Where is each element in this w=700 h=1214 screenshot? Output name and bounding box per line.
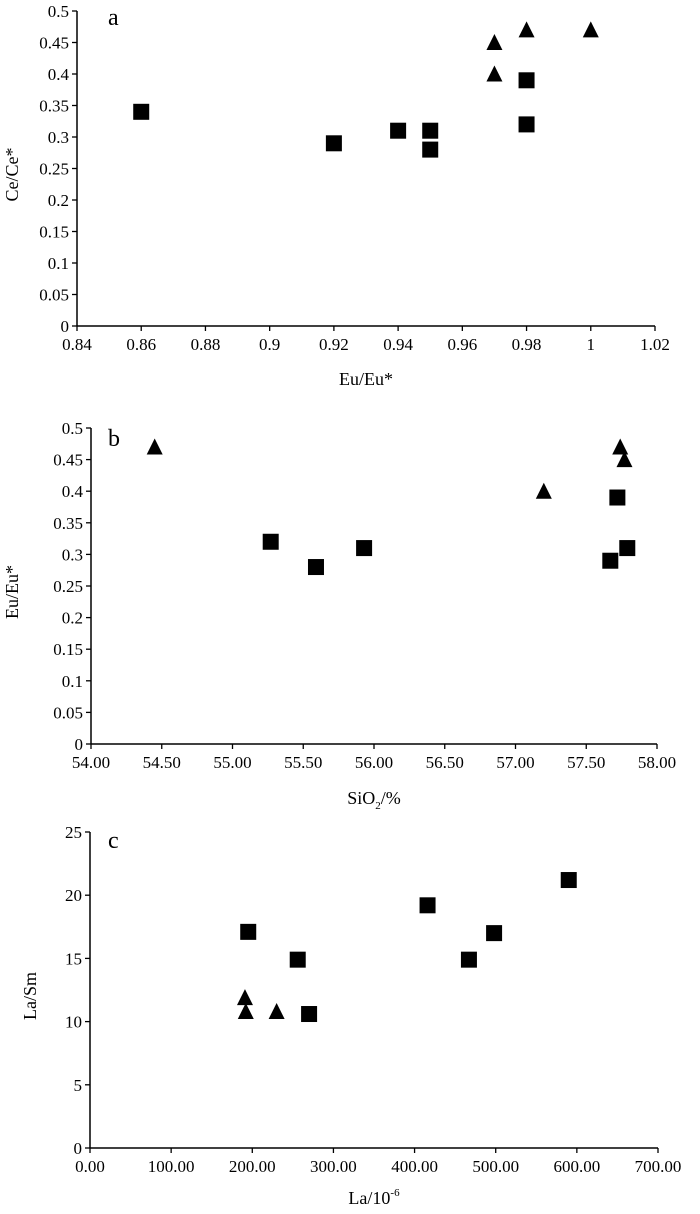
square-marker (307, 559, 324, 576)
square-marker (460, 951, 477, 968)
square-marker (289, 951, 306, 968)
panel-letter: c (108, 828, 119, 854)
y-tick-label: 0.1 (62, 672, 83, 691)
y-axis-label: Ce/Ce* (2, 148, 22, 202)
x-tick-label: 55.50 (284, 753, 322, 772)
y-tick-label: 0.3 (48, 128, 69, 147)
x-tick-label: 0.84 (62, 335, 92, 354)
x-tick-label: 0.96 (447, 335, 477, 354)
y-tick-label: 0.5 (62, 419, 83, 438)
x-tick-label: 57.50 (567, 753, 605, 772)
x-tick-label: 200.00 (229, 1157, 276, 1176)
panel-a: 0 0.05 0.1 0.15 0.2 0.25 0.3 0.35 0.4 0.45 0.5 0.84… (2, 2, 670, 389)
triangle-marker (268, 1002, 285, 1019)
y-tick-label: 0.25 (39, 160, 69, 179)
x-axis-label: SiO2/% (347, 788, 401, 812)
y-tick-label: 0.5 (48, 2, 69, 21)
x-tick-label: 1.02 (640, 335, 670, 354)
y-tick-label: 5 (74, 1076, 83, 1095)
x-tick-label: 500.00 (472, 1157, 519, 1176)
y-tick-label: 0.35 (53, 514, 83, 533)
triangle-marker (616, 451, 633, 468)
x-tick-label: 0.86 (126, 335, 156, 354)
square-marker (133, 103, 150, 120)
square-marker (602, 552, 619, 569)
y-tick-label: 0.45 (53, 451, 83, 470)
y-tick-label: 0.4 (48, 65, 70, 84)
y-tick-label: 0.15 (53, 640, 83, 659)
triangle-marker (518, 21, 535, 38)
square-marker (325, 135, 342, 152)
y-tick-label: 0.2 (62, 609, 83, 628)
panel-c: 0 5 10 15 20 25 0.00 100.00 200.00 300.00 400.00 50… (20, 823, 681, 1208)
y-tick-label: 0 (61, 317, 70, 336)
x-tick-label: 0.92 (319, 335, 349, 354)
panel-letter: b (108, 426, 120, 452)
x-tick-label: 400.00 (391, 1157, 438, 1176)
triangle-marker (146, 438, 163, 455)
y-tick-label: 10 (65, 1013, 82, 1032)
square-marker (486, 925, 503, 942)
y-tick-label: 0.4 (62, 482, 84, 501)
x-axis-label: Eu/Eu* (339, 369, 393, 389)
y-tick-label: 0.1 (48, 254, 69, 273)
triangle-marker (582, 21, 599, 38)
x-tick-label: 0.88 (191, 335, 221, 354)
y-tick-label: 0.25 (53, 577, 83, 596)
x-tick-label: 0.94 (383, 335, 413, 354)
y-tick-label: 20 (65, 886, 82, 905)
x-tick-label: 0.9 (259, 335, 280, 354)
x-tick-label: 55.00 (213, 753, 251, 772)
x-tick-label: 300.00 (310, 1157, 357, 1176)
triangle-marker (612, 438, 629, 455)
triangle-marker (486, 34, 503, 50)
y-tick-label: 0.45 (39, 34, 69, 53)
x-tick-label: 100.00 (148, 1157, 195, 1176)
square-marker (301, 1006, 318, 1023)
x-tick-label: 0.98 (512, 335, 542, 354)
x-tick-label: 1 (587, 335, 596, 354)
x-axis-label: La/10-6 (348, 1187, 400, 1208)
y-tick-label: 0 (74, 1139, 83, 1158)
x-tick-label: 54.00 (72, 753, 110, 772)
y-tick-label: 25 (65, 823, 82, 842)
x-tick-label: 600.00 (553, 1157, 600, 1176)
square-marker (422, 141, 439, 158)
x-tick-label: 54.50 (143, 753, 181, 772)
x-tick-label: 56.00 (355, 753, 393, 772)
triangle-marker (535, 482, 552, 499)
square-marker (609, 489, 626, 506)
triangle-marker (236, 989, 253, 1006)
y-tick-label: 0.3 (62, 545, 83, 564)
square-marker (240, 923, 257, 940)
x-tick-label: 0.00 (75, 1157, 105, 1176)
x-tick-label: 57.00 (496, 753, 534, 772)
y-tick-label: 0.35 (39, 97, 69, 116)
y-tick-label: 15 (65, 949, 82, 968)
square-marker (262, 533, 279, 550)
y-tick-label: 0 (75, 735, 84, 754)
square-marker (356, 540, 373, 557)
y-tick-label: 0.15 (39, 223, 69, 242)
square-marker (422, 122, 439, 139)
square-marker (518, 72, 535, 89)
square-marker (419, 897, 436, 914)
square-marker (619, 540, 636, 557)
x-tick-label: 58.00 (638, 753, 676, 772)
square-marker (560, 872, 577, 889)
y-tick-label: 0.05 (39, 286, 69, 305)
panel-b: 0 0.05 0.1 0.15 0.2 0.25 0.3 0.35 0.4 0.45 0.5 54.0… (2, 419, 676, 812)
square-marker (518, 116, 535, 133)
y-axis-label: Eu/Eu* (2, 565, 22, 619)
square-marker (390, 122, 407, 139)
y-axis-label: La/Sm (20, 972, 40, 1020)
triangle-marker (237, 1002, 254, 1019)
y-tick-label: 0.2 (48, 191, 69, 210)
x-tick-label: 56.50 (426, 753, 464, 772)
y-tick-label: 0.05 (53, 703, 83, 722)
x-tick-label: 700.00 (635, 1157, 682, 1176)
panel-letter: a (108, 5, 119, 31)
triangle-marker (486, 65, 503, 82)
